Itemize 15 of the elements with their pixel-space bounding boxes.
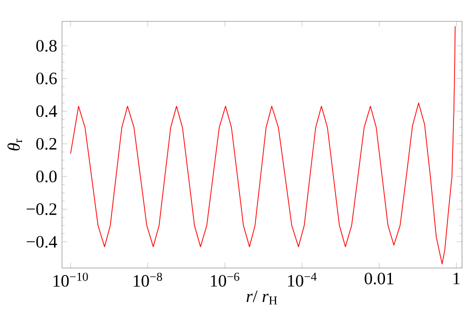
- x-tick-label: 10$^{−10}$: [54, 272, 88, 287]
- y-tick-label: 0.2: [36, 138, 56, 150]
- y-tick-label: 0.6: [36, 72, 57, 84]
- y-tick-label: 0.8: [36, 40, 57, 52]
- y-tick-label: 0.0: [36, 170, 57, 182]
- x-tick-label: 1: [454, 272, 460, 284]
- y-tick-label: −0.2: [26, 203, 56, 216]
- y-tick-label: 0.4: [36, 105, 58, 118]
- x-tick-label: 10$^{−6}$: [210, 272, 240, 287]
- x-tick-label: 0.01: [364, 272, 394, 284]
- x-tick-label: 10$^{−8}$: [134, 272, 162, 287]
- x-axis-title: r/ r$_{H}$: [246, 290, 278, 304]
- x-tick-label: 10$^{−4}$: [288, 272, 317, 287]
- y-tick-label: −0.4: [26, 236, 58, 248]
- y-axis-title: θ$_{r}$: [8, 138, 22, 150]
